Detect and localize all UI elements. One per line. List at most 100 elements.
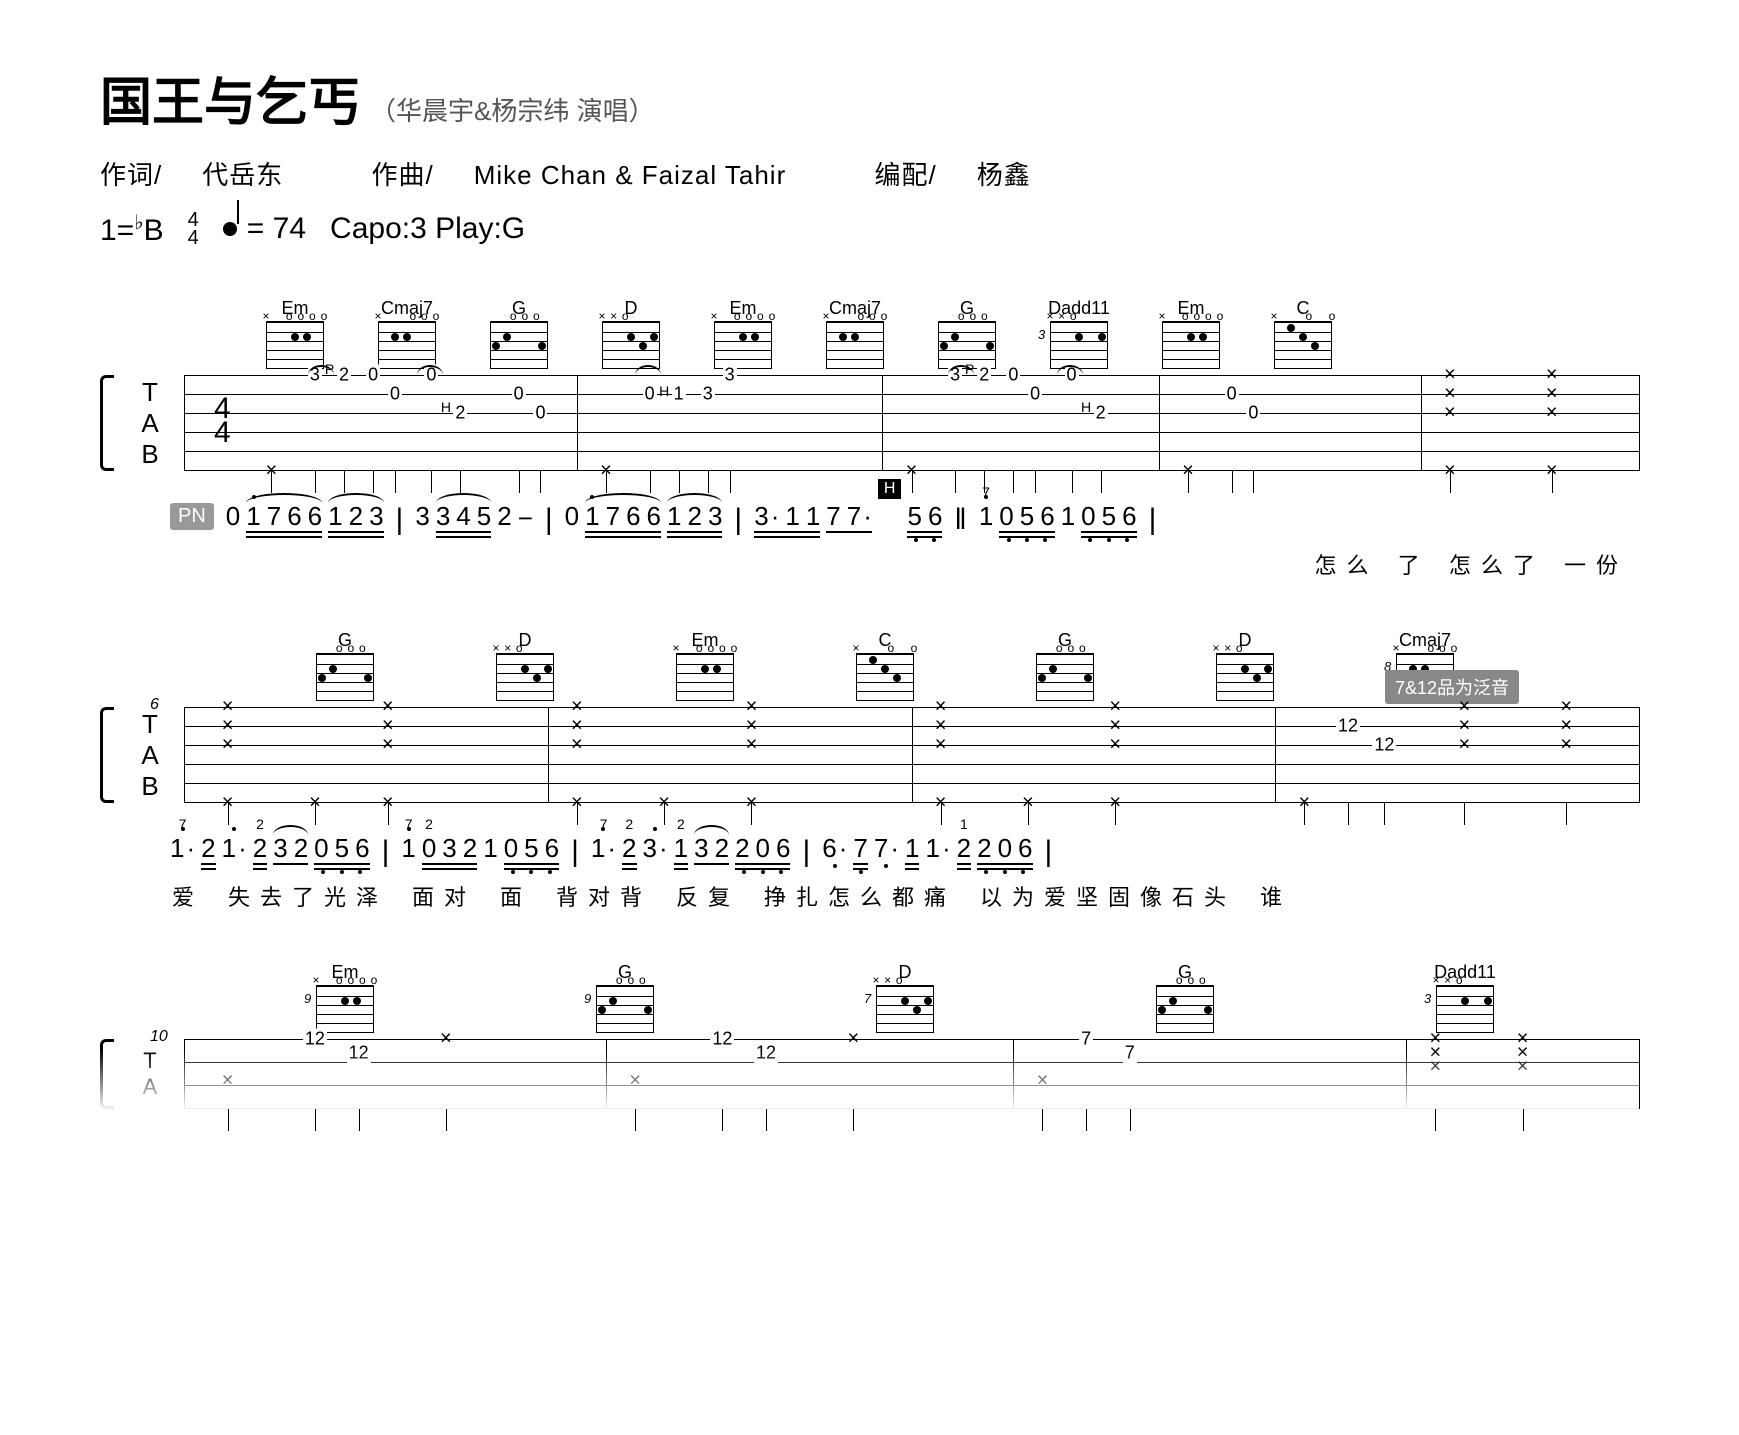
chord-row-3: Em9×ooooG9oooD7××oGoooDadd113××o: [100, 962, 1639, 1033]
song-title: 国王与乞丐: [100, 60, 360, 135]
note-group: 21: [957, 835, 971, 870]
lyric-syllable: 么: [858, 880, 884, 912]
note-group: 1766: [246, 503, 322, 538]
capo-info: Capo:3 Play:G: [330, 212, 525, 246]
time-sig: 4 4: [188, 211, 199, 247]
chord-g: Gooo: [1150, 962, 1220, 1033]
barline: |: [396, 503, 404, 537]
lyric-syllable: 怎: [1447, 548, 1473, 580]
lyric-syllable: 了: [290, 880, 316, 912]
tab-note: ×: [847, 1028, 859, 1051]
chord-d: D××o: [490, 630, 560, 701]
lyric-syllable: 面: [498, 880, 524, 912]
lyric-syllable: 头: [1202, 880, 1228, 912]
chord-d: D7××o: [870, 962, 940, 1033]
lyric-row-2: 爱失去了光泽面对面背对背反复挣扎怎么都痛以为爱坚固像石头谁: [100, 880, 1639, 912]
measure-number: 6: [150, 696, 159, 714]
note: 17·: [591, 835, 616, 861]
system-2: 6 GoooD××oEm×ooooC×ooGoooD××oCmaj78×ooo …: [100, 630, 1639, 912]
lyric-syllable: 失: [226, 880, 252, 912]
barline: |: [802, 835, 810, 869]
chord-c: C×oo: [1268, 298, 1338, 369]
tab-note: 0: [512, 384, 526, 405]
tab-note: ×: [1546, 402, 1558, 425]
tab-note: 2: [977, 365, 991, 386]
system-1: Em×ooooCmaj7×oooGoooD××oEm×ooooCmaj7×ooo…: [100, 298, 1639, 580]
tab-note: 0: [1028, 384, 1042, 405]
lyric-syllable: 爱: [170, 880, 196, 912]
lyric-syllable: 面: [410, 880, 436, 912]
jianpu-row-1: PN01766123|33452−|01766123|3·1177·H56‖17…: [100, 503, 1639, 542]
quarter-note-icon: [223, 222, 237, 236]
tab-label: TAB: [114, 375, 184, 471]
note: 7·: [874, 835, 899, 868]
lyric-row-1: 怎么了怎么了一份: [100, 548, 1639, 580]
note-group: 32: [273, 835, 308, 865]
tab-note: 3: [723, 365, 737, 386]
chord-g: Gooo: [932, 298, 1002, 369]
lyric-syllable: 怎: [826, 880, 852, 912]
lyric-syllable: 像: [1138, 880, 1164, 912]
lyric-syllable: 份: [1594, 548, 1620, 580]
tab-note: 0: [1246, 403, 1260, 424]
note: 1·: [222, 835, 247, 861]
lyricist: 作词/代岳东: [100, 160, 323, 190]
barline: |: [571, 835, 579, 869]
note: 0: [226, 503, 240, 529]
title-row: 国王与乞丐 （华晨宇&杨宗纬 演唱）: [100, 60, 1639, 135]
chord-em: Em×oooo: [260, 298, 330, 369]
tab-note: ×: [1109, 734, 1121, 757]
note: 3·: [643, 835, 668, 861]
music-info-row: 1=♭B 4 4 = 74 Capo:3 Play:G: [100, 210, 1639, 248]
chord-g: Gooo: [484, 298, 554, 369]
pn-badge: PN: [170, 503, 214, 530]
barline: |: [1045, 835, 1053, 869]
note: 1: [483, 835, 497, 861]
note-group: 1766: [585, 503, 661, 538]
note: 0: [565, 503, 579, 529]
chord-row-1: Em×ooooCmaj7×oooGoooD××oEm×ooooCmaj7×ooo…: [100, 298, 1639, 369]
chord-em: Em×oooo: [670, 630, 740, 701]
tab-note: 12: [710, 1029, 734, 1050]
tab-note: 0: [1006, 365, 1020, 386]
lyric-syllable: 对: [586, 880, 612, 912]
chord-dadd11: Dadd113××o: [1430, 962, 1500, 1033]
note-group: 056: [1081, 503, 1136, 542]
lyric-syllable: 去: [258, 880, 284, 912]
note-group: 056: [504, 835, 559, 874]
note-group: 0232: [422, 835, 477, 870]
note-group: 206: [977, 835, 1032, 874]
lyric-syllable: 复: [706, 880, 732, 912]
playing-note-badge: 7&12品为泛音: [1385, 670, 1519, 704]
barline: ‖: [954, 503, 966, 537]
barline: |: [734, 503, 742, 537]
fade-overlay: [100, 1049, 1639, 1109]
lyric-syllable: 固: [1106, 880, 1132, 912]
tab-note: 0: [366, 365, 380, 386]
lyric-syllable: 以: [978, 880, 1004, 912]
note-group: 1: [905, 835, 919, 870]
key-sig: 1=♭B: [100, 210, 164, 248]
lyric-syllable: 背: [618, 880, 644, 912]
note-group: 056: [314, 835, 369, 874]
chord-em: Em×oooo: [708, 298, 778, 369]
tab-note: 2: [453, 403, 467, 424]
note-group: 206: [735, 835, 790, 874]
arranger: 编配/杨鑫: [874, 160, 1070, 190]
note-group: 345: [436, 503, 491, 538]
composer: 作曲/Mike Chan & Faizal Tahir: [371, 160, 826, 190]
tab-note: ×: [571, 734, 583, 757]
note-group: 2: [201, 835, 215, 870]
note-group: 56: [907, 503, 942, 542]
tab-note: 0: [533, 403, 547, 424]
tab-note: ×: [935, 734, 947, 757]
lyric-syllable: 怎: [1313, 548, 1339, 580]
lyric-syllable: 石: [1170, 880, 1196, 912]
tab-note: 12: [1336, 716, 1360, 737]
note: 1: [1061, 503, 1075, 529]
note: 2: [497, 503, 511, 529]
note: 17·: [170, 835, 195, 861]
chord-g: G9ooo: [590, 962, 660, 1033]
note-group: 7: [853, 835, 867, 874]
lyric-syllable: 爱: [1042, 880, 1068, 912]
